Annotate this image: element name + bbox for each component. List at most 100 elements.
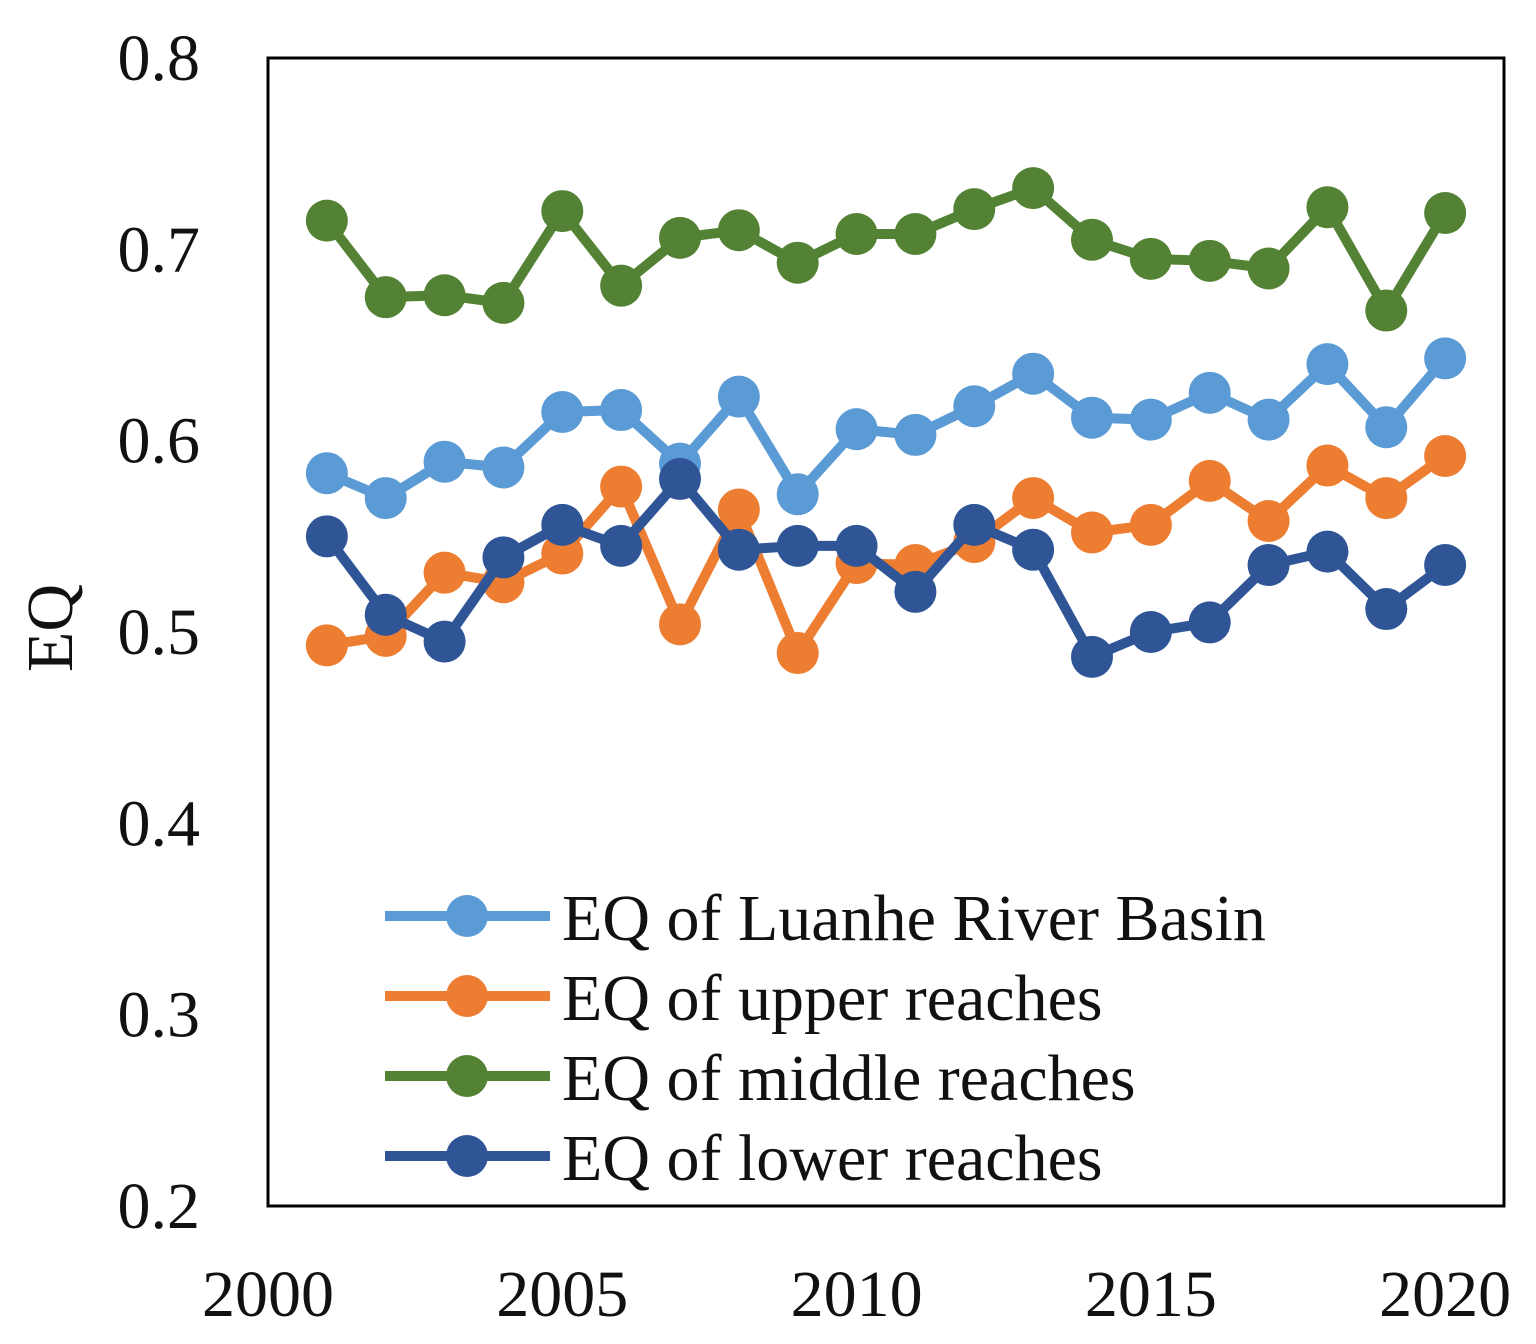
data-point xyxy=(1071,396,1113,439)
data-point xyxy=(894,213,937,256)
data-point xyxy=(1306,530,1349,573)
data-point xyxy=(776,241,819,284)
data-point xyxy=(541,390,584,433)
y-tick-label: 0.6 xyxy=(118,405,201,478)
data-point xyxy=(1188,371,1231,414)
data-point xyxy=(1012,528,1055,571)
data-point xyxy=(423,620,466,663)
data-point xyxy=(1188,601,1231,644)
data-point xyxy=(423,551,466,594)
data-point xyxy=(423,274,466,317)
y-axis-ticks: 0.2 0.3 0.4 0.5 0.6 0.7 0.8 xyxy=(118,22,201,1243)
data-point xyxy=(541,503,584,546)
data-point xyxy=(364,276,407,319)
data-point xyxy=(953,188,996,231)
data-point xyxy=(305,515,348,558)
data-point xyxy=(541,532,584,575)
y-tick-label: 0.8 xyxy=(118,22,201,95)
data-point xyxy=(305,452,348,495)
data-point xyxy=(364,593,407,636)
plot-frame xyxy=(266,56,1506,1208)
data-point xyxy=(835,408,878,451)
data-point xyxy=(1012,167,1055,210)
data-point xyxy=(835,213,878,256)
data-point xyxy=(364,477,407,520)
legend-item: EQ of middle reaches xyxy=(385,1042,1136,1115)
data-point xyxy=(1012,477,1055,520)
y-tick-label: 0.3 xyxy=(118,979,201,1052)
data-point xyxy=(776,524,819,567)
data-point xyxy=(953,503,996,546)
legend-marker xyxy=(446,1055,488,1097)
legend-label: EQ of middle reaches xyxy=(562,1042,1136,1115)
legend-label: EQ of upper reaches xyxy=(562,962,1103,1035)
x-tick-label: 2015 xyxy=(1085,1258,1217,1331)
data-point xyxy=(305,199,348,242)
data-point xyxy=(482,281,525,324)
legend-label: EQ of lower reaches xyxy=(562,1122,1103,1195)
data-point xyxy=(1247,247,1290,290)
data-point xyxy=(659,457,701,500)
data-point xyxy=(717,209,760,252)
y-tick-label: 0.4 xyxy=(118,787,201,860)
data-point xyxy=(1306,343,1349,386)
data-point xyxy=(1424,434,1467,477)
y-tick-label: 0.2 xyxy=(118,1170,201,1243)
data-point xyxy=(1365,588,1408,631)
data-point xyxy=(541,190,584,233)
data-point xyxy=(1129,503,1172,546)
data-point xyxy=(1071,218,1113,261)
data-point xyxy=(1424,191,1467,234)
data-point xyxy=(717,528,760,571)
data-point xyxy=(717,488,760,531)
data-point xyxy=(835,524,878,567)
data-point xyxy=(305,624,348,667)
series-layer xyxy=(305,167,1467,678)
x-tick-label: 2005 xyxy=(496,1258,628,1331)
data-point xyxy=(600,465,643,508)
data-point xyxy=(482,536,525,579)
data-point xyxy=(1188,239,1231,282)
x-tick-label: 2000 xyxy=(202,1258,334,1331)
data-point xyxy=(1247,398,1290,441)
data-point xyxy=(1129,398,1172,441)
data-point xyxy=(1071,511,1113,554)
data-point xyxy=(1306,186,1349,229)
data-point xyxy=(1247,544,1290,587)
data-point xyxy=(1424,544,1467,587)
legend-marker xyxy=(446,1135,488,1177)
data-point xyxy=(1365,477,1408,520)
series-3 xyxy=(305,167,1467,332)
y-axis-title: EQ xyxy=(14,584,87,672)
data-point xyxy=(1188,459,1231,502)
data-point xyxy=(1365,289,1408,332)
data-point xyxy=(482,446,525,489)
data-point xyxy=(717,375,760,418)
data-point xyxy=(1129,237,1172,280)
data-point xyxy=(659,216,701,259)
data-point xyxy=(1247,500,1290,543)
x-tick-label: 2010 xyxy=(791,1258,923,1331)
data-point xyxy=(600,524,643,567)
data-point xyxy=(600,389,643,432)
data-point xyxy=(1306,444,1349,487)
x-tick-label: 2020 xyxy=(1379,1258,1511,1331)
data-point xyxy=(423,440,466,483)
legend-item: EQ of Luanhe River Basin xyxy=(385,882,1266,955)
data-point xyxy=(1012,352,1055,395)
legend-marker xyxy=(446,975,488,1017)
data-point xyxy=(659,603,701,646)
series-2 xyxy=(305,434,1467,675)
series-1 xyxy=(305,337,1467,520)
legend-item: EQ of upper reaches xyxy=(385,962,1103,1035)
data-point xyxy=(894,570,937,613)
legend-marker xyxy=(446,895,488,937)
data-point xyxy=(776,632,819,675)
y-tick-label: 0.7 xyxy=(118,213,201,286)
data-point xyxy=(1365,406,1408,449)
data-point xyxy=(600,264,643,307)
y-tick-label: 0.5 xyxy=(118,596,201,669)
data-point xyxy=(953,385,996,428)
